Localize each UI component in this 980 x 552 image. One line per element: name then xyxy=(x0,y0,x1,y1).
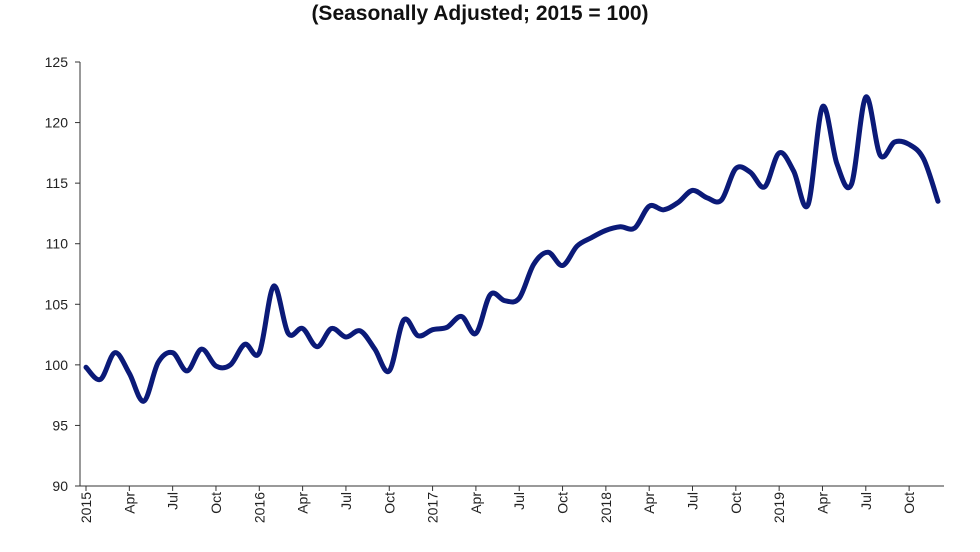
x-tick-label: Apr xyxy=(121,492,137,514)
x-tick-label: 2015 xyxy=(78,492,94,523)
x-tick-label: Oct xyxy=(728,492,744,514)
x-tick-label: 2018 xyxy=(598,492,614,523)
x-tick-label: Jul xyxy=(338,492,354,510)
x-tick-label: Jul xyxy=(685,492,701,510)
data-point xyxy=(938,201,939,202)
x-tick-label: Apr xyxy=(641,492,657,514)
x-tick-label: Oct xyxy=(555,492,571,514)
data-point xyxy=(201,349,202,350)
y-tick-label: 115 xyxy=(46,175,69,191)
data-point xyxy=(678,202,679,203)
data-point xyxy=(143,401,144,402)
chart-title: (Seasonally Adjusted; 2015 = 100) xyxy=(311,2,649,25)
data-point xyxy=(288,333,289,334)
data-point xyxy=(605,230,606,231)
data-point xyxy=(548,252,549,253)
x-tick-label: Jul xyxy=(858,492,874,510)
x-axis-ticks: 2015 Apr Jul Oct 2016 Apr Jul Oct 2017 Apr Jul Oct 2… xyxy=(78,486,917,523)
data-point xyxy=(519,298,520,299)
data-point xyxy=(634,228,635,229)
data-point xyxy=(620,226,621,227)
x-tick-label: Jul xyxy=(165,492,181,510)
data-point xyxy=(461,316,462,317)
data-point xyxy=(706,197,707,198)
x-tick-label: Apr xyxy=(468,492,484,514)
data-point xyxy=(244,344,245,345)
y-tick-label: 110 xyxy=(46,236,69,252)
y-tick-label: 95 xyxy=(52,417,68,433)
x-tick-label: Oct xyxy=(381,492,397,514)
data-point xyxy=(909,144,910,145)
data-point xyxy=(533,264,534,265)
data-point xyxy=(779,152,780,153)
data-point xyxy=(374,349,375,350)
y-tick-label: 125 xyxy=(45,54,69,70)
data-point xyxy=(591,237,592,238)
data-point xyxy=(360,330,361,331)
y-axis-ticks: 90 95 100 105 110 115 120 125 xyxy=(45,54,80,494)
x-tick-label: Apr xyxy=(814,492,830,514)
x-tick-label: 2016 xyxy=(251,492,267,523)
y-tick-label: 105 xyxy=(45,296,69,312)
data-point xyxy=(692,190,693,191)
x-tick-label: Oct xyxy=(901,492,917,514)
data-point xyxy=(475,333,476,334)
data-point xyxy=(418,335,419,336)
x-tick-label: 2019 xyxy=(771,492,787,523)
data-point xyxy=(403,320,404,321)
data-point xyxy=(923,158,924,159)
data-point xyxy=(822,106,823,107)
data-point xyxy=(302,328,303,329)
data-point xyxy=(649,206,650,207)
series-line xyxy=(83,94,941,404)
data-point xyxy=(562,265,563,266)
y-tick-label: 90 xyxy=(52,478,68,494)
data-point xyxy=(577,246,578,247)
data-point xyxy=(490,294,491,295)
data-point xyxy=(317,346,318,347)
data-point xyxy=(230,364,231,365)
x-tick-label: Oct xyxy=(208,492,224,514)
data-point xyxy=(100,379,101,380)
x-tick-label: Apr xyxy=(295,492,311,514)
data-point xyxy=(345,337,346,338)
data-point xyxy=(114,352,115,353)
data-point xyxy=(894,142,895,143)
data-point xyxy=(273,286,274,287)
data-point xyxy=(389,370,390,371)
data-point xyxy=(447,327,448,328)
data-point xyxy=(808,204,809,205)
data-point xyxy=(129,373,130,374)
data-point xyxy=(764,186,765,187)
data-point xyxy=(216,366,217,367)
data-point xyxy=(880,155,881,156)
series-group xyxy=(83,94,941,404)
data-point xyxy=(86,367,87,368)
x-tick-label: Jul xyxy=(511,492,527,510)
data-point xyxy=(259,352,260,353)
data-point xyxy=(331,328,332,329)
data-point xyxy=(721,200,722,201)
chart-axes xyxy=(79,62,944,487)
data-point xyxy=(750,172,751,173)
data-point xyxy=(735,168,736,169)
y-tick-label: 120 xyxy=(45,115,69,131)
data-point xyxy=(836,163,837,164)
data-point xyxy=(663,209,664,210)
data-point xyxy=(504,300,505,301)
data-point xyxy=(851,184,852,185)
y-tick-label: 100 xyxy=(45,357,69,373)
x-tick-label: 2017 xyxy=(425,492,441,523)
data-point xyxy=(865,97,866,98)
data-point xyxy=(432,329,433,330)
data-point xyxy=(187,370,188,371)
data-point xyxy=(158,362,159,363)
data-point xyxy=(172,352,173,353)
data-point xyxy=(793,171,794,172)
